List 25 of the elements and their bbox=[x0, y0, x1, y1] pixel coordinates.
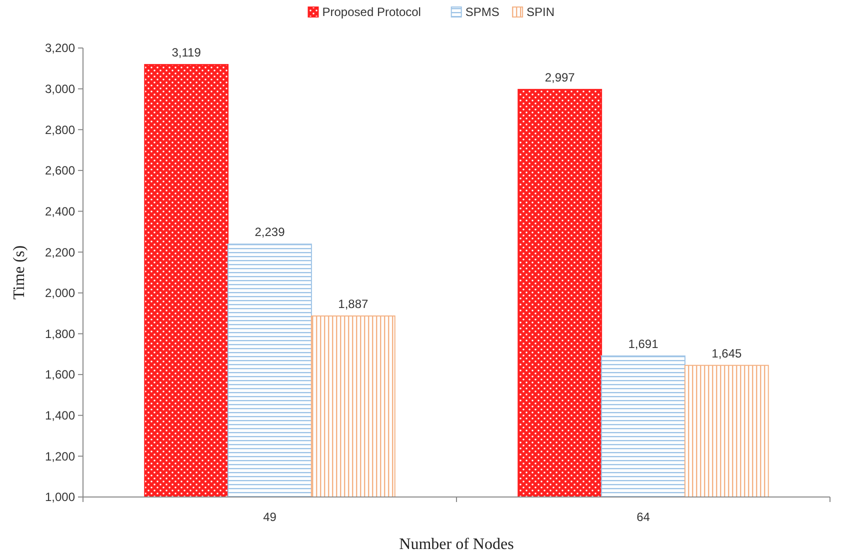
y-tick-label: 2,400 bbox=[44, 204, 76, 218]
legend-label: Proposed Protocol bbox=[322, 5, 421, 19]
x-tick-label: 64 bbox=[636, 510, 650, 524]
y-tick-label: 2,000 bbox=[44, 286, 76, 300]
legend-label: SPMS bbox=[465, 5, 500, 19]
y-tick-label: 2,200 bbox=[44, 245, 76, 260]
y-tick-label: 1,400 bbox=[44, 408, 76, 423]
data-label: 1,887 bbox=[338, 296, 369, 311]
y-axis-title: Time (s) bbox=[11, 245, 28, 300]
data-label: 2,239 bbox=[254, 225, 286, 240]
legend-label: SPIN bbox=[526, 5, 555, 19]
y-tick-label: 2,600 bbox=[44, 164, 76, 178]
x-tick-label: 49 bbox=[263, 510, 277, 524]
data-label: 1,645 bbox=[712, 346, 742, 360]
y-tick-label: 3,000 bbox=[44, 82, 76, 96]
y-tick-label: 1,800 bbox=[44, 326, 76, 341]
y-tick-label: 1,000 bbox=[44, 490, 76, 504]
x-axis-title: Number of Nodes bbox=[399, 536, 514, 553]
y-tick-label: 3,200 bbox=[44, 41, 76, 56]
data-label: 3,119 bbox=[172, 46, 202, 60]
data-label: 2,997 bbox=[544, 70, 576, 84]
y-tick-label: 2,800 bbox=[44, 122, 76, 137]
y-tick-label: 1,600 bbox=[44, 368, 76, 382]
y-tick-label: 1,200 bbox=[44, 449, 76, 464]
data-label: 1,691 bbox=[628, 336, 659, 351]
